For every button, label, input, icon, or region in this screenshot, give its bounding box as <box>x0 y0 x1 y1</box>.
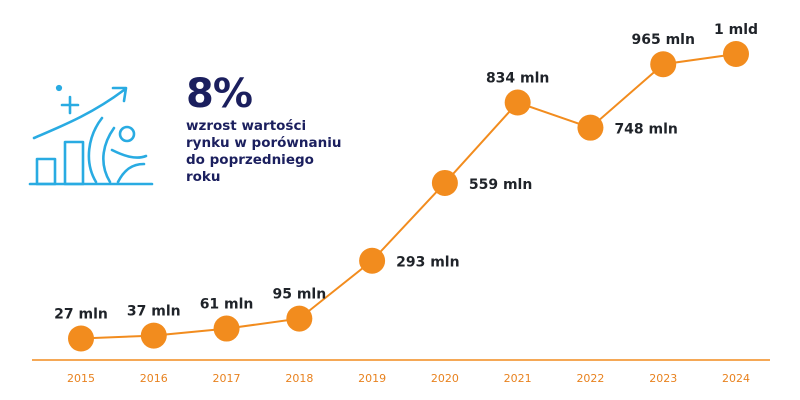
data-label-2024: 1 mld <box>714 22 758 38</box>
data-point-2019 <box>359 247 386 274</box>
stat-callout: 8% wzrost wartości rynku w porównaniu do… <box>186 72 376 186</box>
x-tick-2015: 2015 <box>67 372 95 385</box>
data-point-2018 <box>286 305 313 332</box>
data-point-2017 <box>213 315 240 342</box>
x-tick-2018: 2018 <box>285 372 313 385</box>
data-point-2024 <box>723 41 749 67</box>
stat-description-line-2: rynku w porównaniu <box>186 135 342 151</box>
data-label-2016: 37 mln <box>127 304 181 320</box>
stat-description: wzrost wartości rynku w porównaniu do po… <box>186 118 376 186</box>
data-label-2015: 27 mln <box>54 307 108 323</box>
stat-description-line-4: roku <box>186 169 221 185</box>
x-tick-2023: 2023 <box>649 372 677 385</box>
data-label-2020: 559 mln <box>469 177 532 193</box>
x-tick-2021: 2021 <box>504 372 532 385</box>
data-label-2019: 293 mln <box>396 255 459 271</box>
x-tick-2022: 2022 <box>576 372 604 385</box>
data-point-2020 <box>431 169 458 196</box>
x-tick-2020: 2020 <box>431 372 459 385</box>
data-label-2023: 965 mln <box>631 32 694 48</box>
data-label-2021: 834 mln <box>486 71 549 87</box>
x-tick-2019: 2019 <box>358 372 386 385</box>
growth-chart-person-icon <box>28 84 154 186</box>
series-line <box>80 53 737 340</box>
stat-value: 8% <box>186 71 253 117</box>
x-tick-2024: 2024 <box>722 372 750 385</box>
data-label-2022: 748 mln <box>614 122 677 138</box>
data-point-2021 <box>504 89 531 116</box>
data-point-2016 <box>140 322 167 349</box>
x-tick-2017: 2017 <box>213 372 241 385</box>
stat-description-line-3: do poprzedniego <box>186 152 314 168</box>
x-tick-2016: 2016 <box>140 372 168 385</box>
data-point-2023 <box>650 51 677 78</box>
data-label-2018: 95 mln <box>272 287 326 303</box>
data-label-2017: 61 mln <box>200 297 254 313</box>
data-point-2015 <box>68 325 94 352</box>
data-point-2022 <box>577 114 604 141</box>
stat-description-line-1: wzrost wartości <box>186 118 307 134</box>
